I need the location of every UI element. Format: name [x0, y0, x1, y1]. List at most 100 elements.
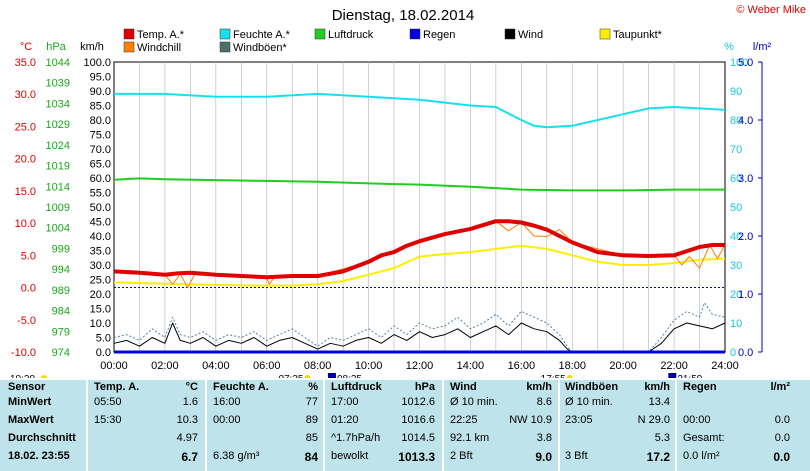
table-cell: 05:50 [94, 396, 122, 408]
header-temp-unit: °C [185, 381, 198, 393]
event-time-label: 10:20 [10, 374, 35, 380]
table-cell: 22:25 [450, 414, 478, 426]
axis-tick-label: 989 [52, 285, 70, 297]
table-cell: 85 [305, 432, 318, 444]
legend-label: Wind [518, 29, 543, 41]
axis-tick-label: 40.0 [90, 231, 111, 243]
header-rain: Regen [683, 381, 717, 393]
moon-icon [668, 373, 677, 380]
axis-tick-label: 30.0 [90, 260, 111, 272]
table-cell: 00:00 [683, 414, 711, 426]
legend-label: Windböen* [233, 42, 288, 54]
table-cell: 6.7 [181, 450, 198, 464]
event-time-label: 21:59 [677, 374, 702, 380]
table-cell: 17.2 [646, 450, 670, 464]
table-cell: 15:30 [94, 414, 122, 426]
axis-tick-label: 10 [730, 318, 742, 330]
axis-tick-label: 0.0 [738, 347, 753, 359]
axis-tick-label: 100 [730, 57, 748, 69]
table-cell: 0.0 [774, 432, 790, 444]
axis-tick-label: 80.0 [90, 115, 111, 127]
header-wind-unit: km/h [526, 381, 552, 393]
table-cell: 9.0 [535, 450, 552, 464]
axis-tick-label: 4.0 [738, 115, 753, 127]
table-cell: 89 [305, 414, 318, 426]
x-tick-label: 02:00 [151, 360, 179, 372]
table-cell: 10.3 [176, 414, 198, 426]
axis-tick-label: 20.0 [15, 154, 36, 166]
stats-table: Sensor Temp. A. °C Feuchte A. % Luftdruc… [0, 380, 810, 471]
table-cell: 84 [304, 450, 318, 464]
table-row: MaxWert 15:30 10.3 00:00 89 01:20 1016.6 22:25 N… [0, 413, 810, 428]
table-cell: NW 10.9 [509, 414, 552, 426]
column-divider [442, 380, 444, 471]
header-sensor: Sensor [8, 381, 46, 393]
axis-tick-label: 984 [52, 306, 70, 318]
table-cell: 1014.5 [401, 432, 435, 444]
table-cell: 13.4 [648, 396, 670, 408]
table-cell: 1.6 [182, 396, 198, 408]
legend-swatch [123, 41, 135, 53]
axis-tick-label: 20 [730, 289, 742, 301]
axis-tick-label: 100.0 [83, 57, 111, 69]
table-cell: 1013.3 [398, 450, 435, 464]
axis-tick-label: -5.0 [17, 315, 36, 327]
axis-tick-label: 1009 [46, 202, 70, 214]
x-tick-label: 20:00 [609, 360, 637, 372]
series-line-temp-a [113, 219, 725, 280]
column-divider [205, 380, 207, 471]
axis-tick-label: 1004 [46, 223, 70, 235]
series-line-luftdruck [113, 177, 725, 192]
axis-unit-label: hPa [46, 41, 66, 53]
table-cell: 2 Bft [450, 450, 473, 462]
table-cell: 92.1 km [450, 432, 490, 444]
column-divider [558, 380, 560, 471]
axis-tick-label: 0.0 [96, 347, 111, 359]
table-cell: 17:00 [331, 396, 359, 408]
axis-tick-label: 1019 [46, 161, 70, 173]
header-rain-unit: l/m² [770, 381, 790, 393]
axis-tick-label: 5.0 [96, 333, 111, 345]
axis-tick-label: 70 [730, 144, 742, 156]
x-tick-label: 10:00 [355, 360, 383, 372]
table-cell: 0.0 [774, 414, 790, 426]
table-cell: 00:00 [213, 414, 241, 426]
axis-tick-label: 1039 [46, 78, 70, 90]
series-line-feuchte-a [114, 92, 726, 129]
x-tick-label: 08:00 [304, 360, 332, 372]
table-header-row: Sensor Temp. A. °C Feuchte A. % Luftdruc… [0, 380, 810, 395]
axis-tick-label: 60 [730, 173, 742, 185]
legend-swatch [123, 28, 135, 40]
legend-swatch [314, 28, 326, 40]
moon-icon [327, 373, 336, 380]
table-cell: Ø 10 min. [565, 396, 613, 408]
axis-tick-label: 2.0 [738, 231, 753, 243]
axis-tick-label: 979 [52, 326, 70, 338]
header-humidity-unit: % [308, 381, 318, 393]
table-cell: 1016.6 [401, 414, 435, 426]
chart-legend: Temp. A.* Feuchte A.* Luftdruck Regen Wind Ta… [123, 28, 663, 54]
x-tick-label: 14:00 [457, 360, 485, 372]
axis-tick-label: 1014 [46, 181, 70, 193]
column-divider [675, 380, 677, 471]
table-cell: 3 Bft [565, 450, 588, 462]
axis-tick-label: 85.0 [90, 101, 111, 113]
x-tick-label: 18:00 [558, 360, 586, 372]
legend-swatch [219, 41, 231, 53]
event-time-label: 07:35 [278, 374, 303, 380]
axis-tick-label: 20.0 [90, 289, 111, 301]
series-line-windchill [113, 220, 726, 289]
chart-title: Dienstag, 18.02.2014 [332, 7, 475, 24]
chart-grid [114, 62, 725, 352]
axis-tick-label: 25.0 [90, 275, 111, 287]
row-label: MinWert [8, 396, 52, 408]
header-temp: Temp. A. [94, 381, 140, 393]
axis-tick-label: 40 [730, 231, 742, 243]
axis-tick-label: 10.0 [15, 218, 36, 230]
x-tick-label: 04:00 [202, 360, 230, 372]
table-cell: 3.8 [536, 432, 552, 444]
table-cell: 16:00 [213, 396, 241, 408]
table-cell: N 29.0 [637, 414, 670, 426]
row-label: 18.02. 23:55 [8, 450, 70, 462]
legend-label: Luftdruck [328, 29, 374, 41]
